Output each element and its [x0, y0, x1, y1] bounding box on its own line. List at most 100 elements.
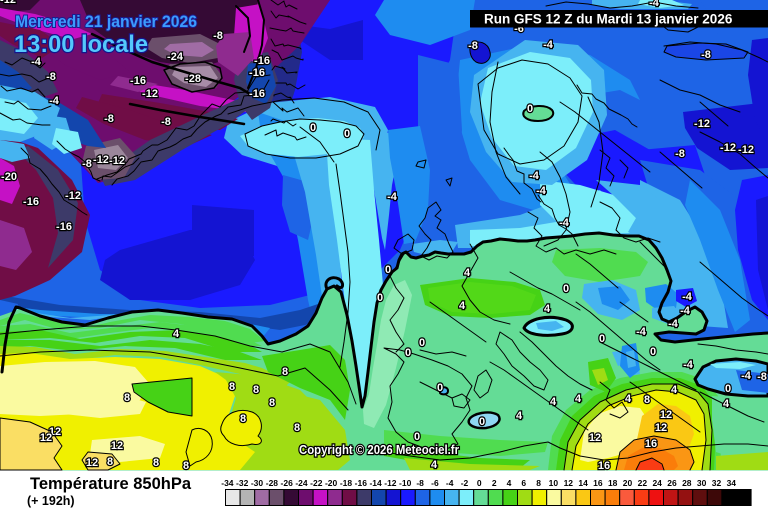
svg-text:26: 26 [667, 478, 677, 488]
svg-text:13:00 locale: 13:00 locale [14, 31, 148, 58]
svg-text:-8: -8 [213, 30, 223, 42]
svg-text:4: 4 [575, 393, 582, 405]
svg-text:8: 8 [107, 456, 113, 468]
svg-text:8: 8 [253, 384, 259, 396]
svg-text:-4: -4 [529, 170, 540, 182]
svg-text:-14: -14 [369, 478, 382, 488]
svg-text:-4: -4 [682, 291, 693, 303]
svg-text:-10: -10 [399, 478, 412, 488]
svg-text:-8: -8 [82, 158, 92, 170]
svg-text:-16: -16 [56, 221, 72, 233]
svg-text:-26: -26 [281, 478, 294, 488]
svg-text:-16: -16 [249, 88, 265, 100]
svg-text:10: 10 [549, 478, 559, 488]
svg-text:-30: -30 [251, 478, 264, 488]
svg-text:-4: -4 [49, 95, 60, 107]
svg-text:14: 14 [578, 478, 588, 488]
svg-text:-12: -12 [109, 155, 125, 167]
svg-text:-4: -4 [31, 56, 42, 68]
svg-text:-2: -2 [461, 478, 469, 488]
svg-text:4: 4 [507, 478, 512, 488]
svg-text:0: 0 [419, 337, 425, 349]
svg-text:-12: -12 [738, 144, 754, 156]
svg-text:-20: -20 [1, 171, 17, 183]
svg-text:-4: -4 [636, 326, 647, 338]
svg-text:-8: -8 [675, 148, 685, 160]
svg-text:8: 8 [229, 381, 235, 393]
svg-text:4: 4 [625, 393, 632, 405]
svg-text:-18: -18 [340, 478, 353, 488]
svg-text:-8: -8 [161, 116, 171, 128]
svg-text:-4: -4 [683, 359, 694, 371]
svg-text:4: 4 [464, 267, 471, 279]
svg-text:32: 32 [712, 478, 722, 488]
svg-text:-12: -12 [694, 118, 710, 130]
svg-text:12: 12 [40, 432, 52, 444]
svg-text:20: 20 [623, 478, 633, 488]
svg-text:-4: -4 [543, 39, 554, 51]
svg-text:(+ 192h): (+ 192h) [27, 494, 75, 508]
svg-text:12: 12 [86, 457, 98, 469]
svg-text:4: 4 [544, 303, 551, 315]
svg-text:4: 4 [671, 384, 678, 396]
svg-text:8: 8 [269, 397, 275, 409]
svg-text:-16: -16 [355, 478, 368, 488]
svg-text:-8: -8 [104, 113, 114, 125]
svg-text:28: 28 [682, 478, 692, 488]
svg-text:-12: -12 [142, 88, 158, 100]
svg-text:4: 4 [431, 459, 438, 471]
svg-text:4: 4 [173, 328, 180, 340]
svg-text:-4: -4 [680, 305, 691, 317]
svg-text:-8: -8 [46, 71, 56, 83]
svg-text:16: 16 [598, 460, 610, 472]
svg-text:-8: -8 [416, 478, 424, 488]
svg-text:-4: -4 [536, 185, 547, 197]
svg-text:8: 8 [536, 478, 541, 488]
svg-text:-4: -4 [668, 318, 679, 330]
svg-text:Run GFS 12 Z du Mardi 13 janvi: Run GFS 12 Z du Mardi 13 janvier 2026 [484, 12, 733, 27]
svg-text:-28: -28 [266, 478, 279, 488]
svg-text:0: 0 [563, 283, 569, 295]
svg-text:0: 0 [599, 333, 605, 345]
svg-text:0: 0 [650, 346, 656, 358]
svg-text:-28: -28 [185, 73, 201, 85]
svg-text:Copyright © 2026 Meteociel.fr: Copyright © 2026 Meteociel.fr [299, 443, 459, 457]
svg-text:0: 0 [437, 382, 443, 394]
svg-text:-24: -24 [167, 51, 184, 63]
svg-text:8: 8 [644, 394, 650, 406]
svg-text:-12: -12 [0, 0, 16, 6]
svg-text:-22: -22 [310, 478, 323, 488]
svg-text:16: 16 [645, 438, 657, 450]
svg-text:12: 12 [589, 432, 601, 444]
svg-text:-8: -8 [757, 371, 767, 383]
svg-text:-4: -4 [387, 191, 398, 203]
svg-text:-16: -16 [23, 196, 39, 208]
svg-text:-16: -16 [130, 75, 146, 87]
svg-text:0: 0 [479, 416, 485, 428]
svg-text:12: 12 [49, 426, 61, 438]
svg-text:12: 12 [111, 440, 123, 452]
svg-text:18: 18 [608, 478, 618, 488]
svg-text:4: 4 [459, 300, 466, 312]
svg-text:-12: -12 [93, 154, 109, 166]
svg-text:6: 6 [521, 478, 526, 488]
svg-text:Mercredi 21 janvier 2026: Mercredi 21 janvier 2026 [15, 13, 197, 31]
svg-text:8: 8 [124, 392, 130, 404]
svg-text:-16: -16 [249, 67, 265, 79]
svg-text:8: 8 [240, 413, 246, 425]
svg-text:4: 4 [723, 398, 730, 410]
svg-text:-4: -4 [446, 478, 454, 488]
svg-text:-4: -4 [649, 0, 660, 9]
svg-text:0: 0 [310, 122, 316, 134]
svg-text:34: 34 [727, 478, 737, 488]
svg-text:0: 0 [385, 264, 391, 276]
svg-text:-34: -34 [221, 478, 234, 488]
svg-text:4: 4 [516, 410, 523, 422]
svg-text:24: 24 [652, 478, 662, 488]
svg-text:0: 0 [527, 103, 533, 115]
svg-text:12: 12 [660, 409, 672, 421]
svg-text:-8: -8 [468, 40, 478, 52]
svg-text:0: 0 [344, 128, 350, 140]
svg-text:30: 30 [697, 478, 707, 488]
svg-text:-12: -12 [384, 478, 397, 488]
